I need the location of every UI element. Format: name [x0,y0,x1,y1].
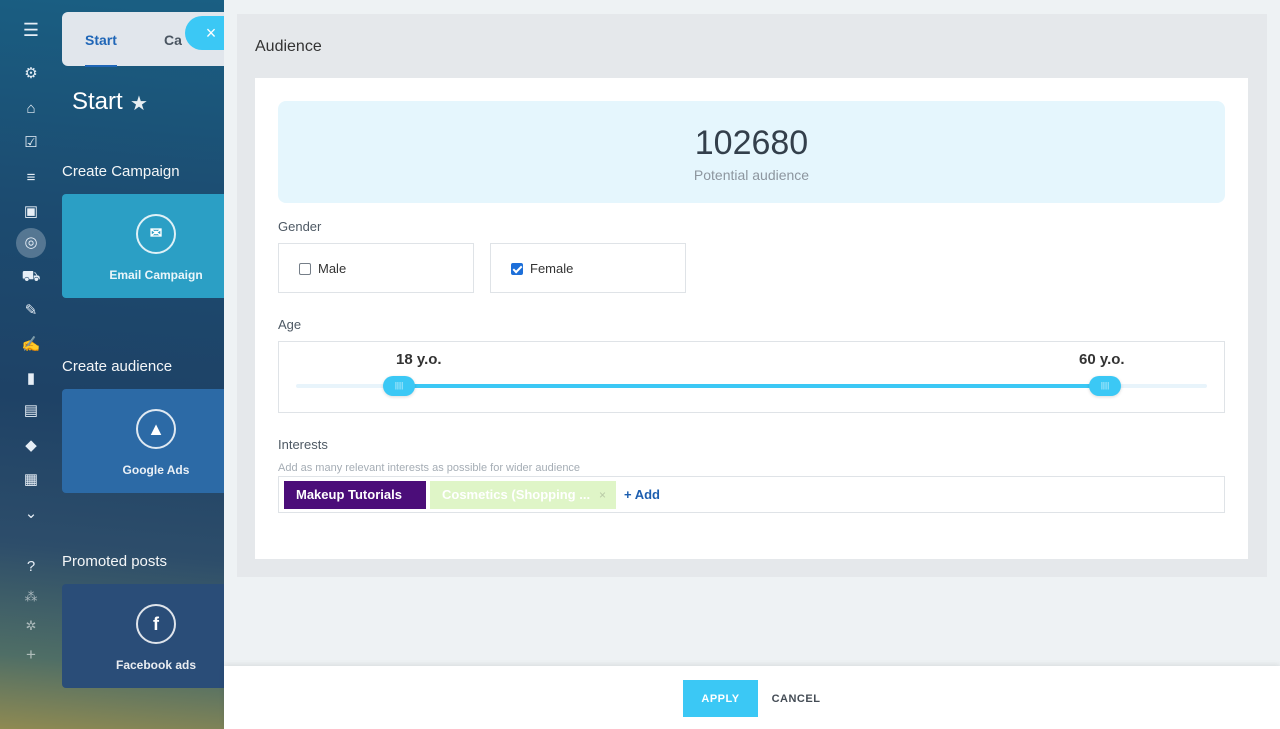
more-icon[interactable]: ⌄ [24,505,38,522]
target-icon[interactable]: ◎ [16,228,46,258]
gender-male-option[interactable]: Male [278,243,474,293]
star-icon[interactable]: ★ [130,93,148,115]
tile-label: Email Campaign [109,268,203,282]
male-checkbox[interactable] [299,263,311,275]
interest-tag[interactable]: Cosmetics (Shopping ... [430,481,616,509]
age-range-slider: 18 y.o. 60 y.o. |||| |||| [278,341,1225,413]
tab-start[interactable]: Start [85,32,117,48]
panel-footer: APPLY CANCEL [224,666,1280,729]
gender-label: Gender [278,219,322,234]
email-icon: ✉ [136,214,176,254]
interests-label: Interests [278,437,328,452]
tab-campaigns[interactable]: Ca [164,32,182,48]
facebook-ads-tile[interactable]: f Facebook ads [62,584,224,688]
male-label: Male [318,261,347,276]
facebook-icon: f [136,604,176,644]
close-panel-button[interactable]: × [185,16,225,50]
bot-icon[interactable]: ⌂ [26,100,36,117]
age-label: Age [278,317,302,332]
page-title: Start [72,88,123,115]
cancel-button[interactable]: CANCEL [765,680,827,717]
slider-selected-range [399,384,1107,388]
box-icon[interactable]: ◆ [25,437,37,454]
background-app: ☰ ⚙ ⌂ ☑ ≡ ▣ ◎ ⛟ ✎ ✍ ▮ ▤ ◆ ▦ ⌄ ? ⁂ ✲ + St… [0,0,224,729]
google-ads-icon: ▲ [136,409,176,449]
interest-tag[interactable]: Makeup Tutorials [284,481,426,509]
audience-title: Audience [255,38,322,55]
remove-tag-icon[interactable]: × [599,488,607,502]
cart-icon[interactable]: ⛟ [21,268,41,285]
google-ads-tile[interactable]: ▲ Google Ads [62,389,224,493]
section-create-campaign: Create Campaign [62,163,180,180]
tile-label: Google Ads [122,463,190,477]
age-min-handle[interactable]: |||| [383,376,415,396]
bank-icon[interactable]: ▣ [23,203,39,220]
apply-button[interactable]: APPLY [683,680,758,717]
audience-panel: Audience 102680 Potential audience Gende… [224,0,1280,729]
crm-icon[interactable]: ⚙ [24,65,38,82]
tasks-icon[interactable]: ☑ [24,134,38,151]
network-icon[interactable]: ⁂ [24,589,38,604]
age-min-value: 18 y.o. [396,351,442,368]
email-campaign-tile[interactable]: ✉ Email Campaign [62,194,224,298]
menu-icon[interactable]: ☰ [22,20,40,40]
add-interest-link[interactable]: + Add [624,487,660,502]
interests-input[interactable]: Makeup Tutorials Cosmetics (Shopping ...… [278,476,1225,513]
section-create-audience: Create audience [62,358,173,375]
settings-icon[interactable]: ✲ [25,618,37,633]
potential-audience-label: Potential audience [693,167,810,183]
help-icon[interactable]: ? [26,558,36,575]
audience-settings-card: 102680 Potential audience Gender Male Fe… [255,78,1248,559]
section-promoted-posts: Promoted posts [62,553,168,570]
age-max-handle[interactable]: |||| [1089,376,1121,396]
potential-audience-box: 102680 Potential audience [278,101,1225,203]
plus-icon[interactable]: + [26,645,36,664]
sign-icon[interactable]: ✍ [21,336,41,353]
chart-icon[interactable]: ▮ [26,370,36,387]
tab-active-indicator [85,65,117,67]
female-checkbox[interactable] [511,263,523,275]
age-max-value: 60 y.o. [1079,351,1125,368]
potential-audience-count: 102680 [694,124,809,162]
tile-label: Facebook ads [115,658,197,672]
audience-section: Audience 102680 Potential audience Gende… [237,14,1267,577]
interests-hint: Add as many relevant interests as possib… [278,462,581,474]
female-label: Female [530,261,574,276]
gender-female-option[interactable]: Female [490,243,686,293]
edit-icon[interactable]: ✎ [24,302,38,319]
clipboard-icon[interactable]: ▦ [23,471,39,488]
contact-icon[interactable]: ▤ [23,402,39,419]
left-rail: ☰ ⚙ ⌂ ☑ ≡ ▣ ◎ ⛟ ✎ ✍ ▮ ▤ ◆ ▦ ⌄ ? ⁂ ✲ + [0,0,62,729]
filter-icon[interactable]: ≡ [26,169,36,186]
